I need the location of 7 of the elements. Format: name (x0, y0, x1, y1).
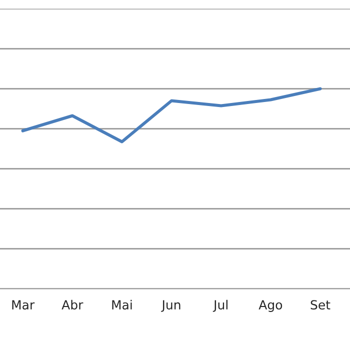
x-tick-label: Ago (258, 300, 282, 312)
x-tick-label: Abr (62, 300, 84, 310)
x-tick-label: Mai (112, 300, 132, 310)
x-tick-label: Jun (161, 300, 180, 312)
x-tick-label: Set (310, 300, 330, 310)
x-tick-label: Mar (12, 300, 35, 310)
x-tick-label: Jul (212, 300, 228, 312)
